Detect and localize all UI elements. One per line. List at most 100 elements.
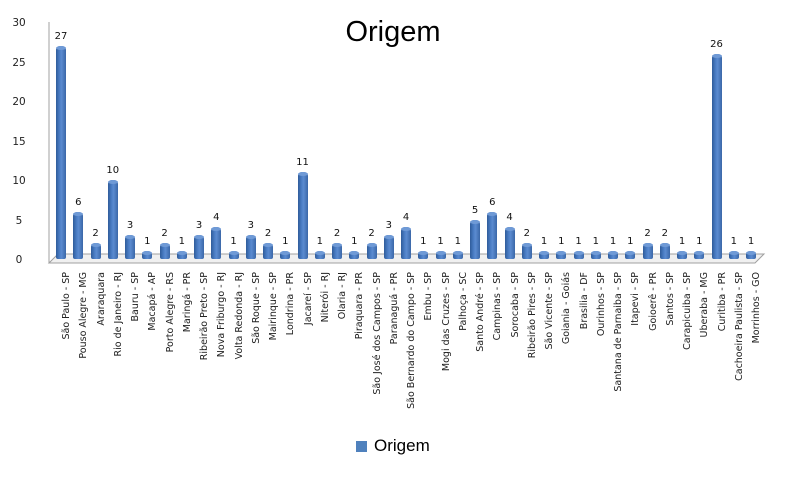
data-label: 1 xyxy=(730,236,737,248)
bar-cap xyxy=(573,251,584,256)
data-label: 3 xyxy=(385,220,392,232)
data-label: 2 xyxy=(644,228,651,240)
x-tick-label: Paranaguá - PR xyxy=(388,272,400,345)
bar xyxy=(297,172,308,259)
bar xyxy=(245,235,256,259)
bar xyxy=(521,243,532,259)
bar-cap xyxy=(297,172,308,177)
bar xyxy=(194,235,204,259)
x-tick-label: Goioerê - PR xyxy=(647,272,659,331)
data-label: 1 xyxy=(609,236,617,248)
bar xyxy=(711,53,722,259)
y-tick-label: 15 xyxy=(12,135,26,148)
x-tick-label: Curitiba - PR xyxy=(716,272,728,332)
y-tick-label: 0 xyxy=(15,254,23,266)
data-label: 2 xyxy=(264,228,272,240)
bar-cap xyxy=(280,251,291,256)
bar xyxy=(746,251,756,259)
data-label: 3 xyxy=(126,220,134,232)
data-label: 1 xyxy=(454,236,461,248)
bar xyxy=(556,251,567,259)
bar-cap xyxy=(159,243,170,248)
x-tick-label: Brasilia - DF xyxy=(578,272,590,330)
x-tick-label: Maringá - PR xyxy=(181,272,193,333)
bar-cap xyxy=(245,235,256,240)
bar-cap xyxy=(642,243,653,248)
x-tick-label: Bauru - SP xyxy=(130,272,141,322)
x-tick-label: Mogi das Cruzes - SP xyxy=(440,272,452,372)
x-tick-label: Olaria - RJ xyxy=(337,272,348,320)
data-label: 2 xyxy=(333,228,341,240)
data-label: 1 xyxy=(230,236,237,248)
bar-cap xyxy=(90,243,101,248)
data-label: 2 xyxy=(661,228,668,240)
bar xyxy=(418,251,429,259)
bar xyxy=(659,243,670,259)
x-tick-label: Piraquara - PR xyxy=(354,272,366,340)
bar-cap xyxy=(590,251,601,256)
bar-cap xyxy=(452,251,463,256)
bar-cap xyxy=(521,243,532,248)
x-tick-label: Araraquara xyxy=(95,272,107,326)
bar-cap xyxy=(556,251,567,256)
bar xyxy=(159,243,170,259)
bar xyxy=(470,219,480,259)
data-label: 1 xyxy=(282,236,289,248)
x-tick-label: Jacareí - SP xyxy=(302,272,314,326)
bar-cap xyxy=(677,251,687,256)
x-tick-label: Morrinhos - GO xyxy=(751,272,762,344)
data-label: 3 xyxy=(247,220,254,232)
bar-cap xyxy=(366,243,377,248)
x-tick-label: Rio de Janeiro - RJ xyxy=(112,272,124,357)
bar xyxy=(176,251,187,259)
bar xyxy=(504,227,515,259)
legend-label: Origem xyxy=(374,436,430,455)
x-tick-label: Macapá - AP xyxy=(147,272,159,331)
bar-cap xyxy=(142,251,153,256)
bar xyxy=(728,251,739,259)
data-label: 1 xyxy=(575,236,582,248)
x-tick-label: Ourinhos - SP xyxy=(595,272,607,337)
bar-cap xyxy=(418,251,429,256)
x-tick-label: São Roque - SP xyxy=(250,272,262,344)
data-label: 27 xyxy=(54,30,68,42)
bar xyxy=(349,251,360,259)
bar xyxy=(642,243,653,259)
bar xyxy=(366,243,377,259)
data-label: 1 xyxy=(316,236,323,248)
bar-cap xyxy=(383,235,394,240)
data-label: 1 xyxy=(144,236,151,248)
bar-cap xyxy=(659,243,670,248)
x-tick-label: Embu - SP xyxy=(423,272,435,321)
bar-cap xyxy=(194,235,204,240)
bar xyxy=(677,251,687,259)
x-tick-label: Santos - SP xyxy=(664,272,676,326)
x-tick-label: Nova Friburgo - RJ xyxy=(216,272,228,358)
x-tick-label: Santo André - SP xyxy=(475,272,486,352)
bar-cap xyxy=(608,251,618,256)
x-tick-label: Santana de Parnaiba - SP xyxy=(613,272,624,392)
bar-cap xyxy=(125,235,135,240)
bar-cap xyxy=(314,251,325,256)
bar-cap xyxy=(470,219,480,224)
bar xyxy=(90,243,101,259)
bar xyxy=(625,251,636,259)
data-label: 6 xyxy=(489,196,496,208)
x-tick-label: Ribeirão Preto - SP xyxy=(199,272,210,361)
bar-cap xyxy=(694,251,705,256)
x-tick-label: Palhoça - SC xyxy=(457,272,469,331)
bar xyxy=(487,211,498,259)
x-tick-label: Pouso Alegre - MG xyxy=(78,272,90,359)
bar-cap xyxy=(539,251,549,256)
x-tick-label: Sorocaba - SP xyxy=(509,272,521,338)
bar xyxy=(694,251,705,259)
data-label: 1 xyxy=(696,236,703,248)
bar xyxy=(280,251,291,259)
x-tick-label: Volta Redonda - RJ xyxy=(233,272,245,360)
bar-cap xyxy=(728,251,739,256)
bar xyxy=(263,243,273,259)
data-label: 5 xyxy=(471,204,479,216)
x-tick-label: Cachoeira Paulista - SP xyxy=(733,272,745,381)
bar-cap xyxy=(73,211,84,216)
